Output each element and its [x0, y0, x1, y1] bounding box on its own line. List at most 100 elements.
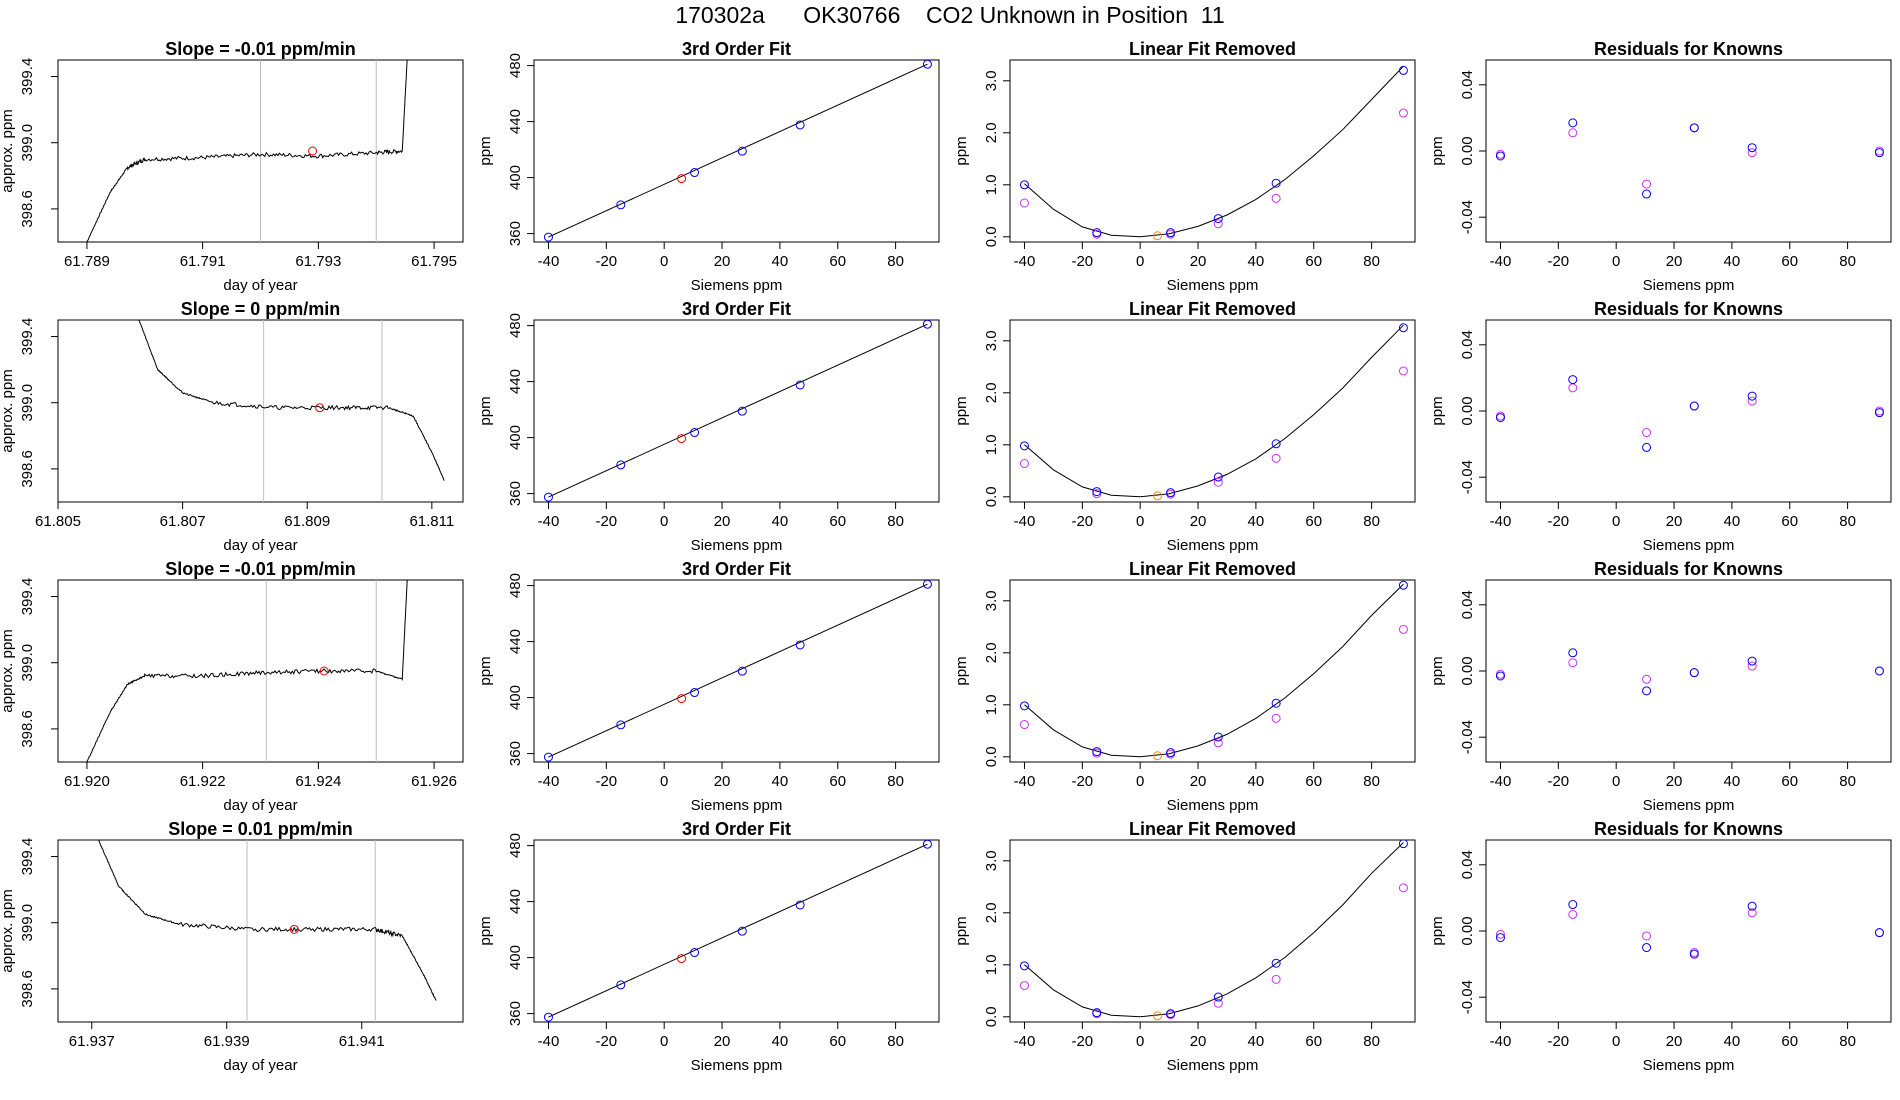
x-tick-label: 40	[772, 773, 789, 790]
x-tick-label: 0	[1136, 773, 1144, 790]
plot-frame	[533, 839, 940, 1023]
y-axis-label: ppm	[1429, 396, 1446, 425]
x-tick-label: 20	[714, 773, 731, 790]
x-tick-label: 20	[1666, 1033, 1683, 1050]
x-tick-label: -40	[1490, 253, 1512, 270]
plot-data	[86, 580, 408, 762]
y-axis-label: ppm	[477, 396, 494, 425]
panel-title: Linear Fit Removed	[1129, 299, 1296, 319]
x-tick-label: 61.937	[69, 1033, 115, 1050]
panel-title: Linear Fit Removed	[1129, 39, 1296, 59]
tank-point	[1153, 491, 1163, 501]
x-tick-label: 80	[887, 253, 904, 270]
x-tick-label: 61.805	[35, 513, 81, 530]
alt-point	[1213, 998, 1223, 1008]
known-point	[543, 752, 553, 762]
y-axis-label: approx. ppm	[0, 109, 16, 192]
y-tick-label: 0.0	[983, 1006, 1000, 1027]
x-tick-label: 0	[1136, 1033, 1144, 1050]
known-point	[1568, 648, 1578, 658]
y-tick-label: 400	[507, 945, 524, 970]
y-tick-label: -0.04	[1459, 980, 1476, 1014]
known-point	[1398, 65, 1408, 75]
alt-point	[1642, 674, 1652, 684]
known-point	[1398, 580, 1408, 590]
alt-point	[1747, 908, 1757, 918]
x-tick-label: 20	[714, 1033, 731, 1050]
known-point	[737, 666, 747, 676]
x-tick-label: 80	[1839, 513, 1856, 530]
known-point	[1689, 401, 1699, 411]
sample-marker	[308, 146, 318, 156]
x-tick-label: 80	[1363, 1033, 1380, 1050]
tank-point	[1153, 1011, 1163, 1021]
known-point	[690, 168, 700, 178]
alt-point	[1568, 658, 1578, 668]
x-tick-label: -40	[538, 253, 560, 270]
x-tick-label: 80	[1839, 1033, 1856, 1050]
plot-frame	[57, 839, 464, 1023]
measurement-trace	[86, 60, 408, 242]
x-tick-label: 80	[1363, 253, 1380, 270]
x-tick-label: 61.939	[204, 1033, 250, 1050]
panel-title: Slope = -0.01 ppm/min	[165, 559, 356, 579]
y-tick-label: 400	[507, 425, 524, 450]
y-tick-label: 1.0	[983, 174, 1000, 195]
alt-point	[1398, 366, 1408, 376]
y-axis-label: ppm	[477, 656, 494, 685]
plot-frame	[1009, 579, 1416, 763]
x-tick-label: 20	[1666, 513, 1683, 530]
y-tick-label: 360	[507, 221, 524, 246]
x-tick-label: 61.793	[295, 253, 341, 270]
x-axis-label: Siemens ppm	[691, 277, 783, 294]
known-point	[1398, 323, 1408, 333]
y-tick-label: 399.0	[19, 384, 36, 422]
x-tick-label: 60	[829, 513, 846, 530]
y-tick-label: -0.04	[1459, 460, 1476, 494]
x-tick-label: 40	[1724, 253, 1741, 270]
x-axis-label: Siemens ppm	[691, 797, 783, 814]
panel-3-3: Linear Fit Removed Siemens ppm ppm -40 -20 0 2…	[953, 559, 1416, 814]
known-point	[616, 200, 626, 210]
plot-frame	[533, 579, 940, 763]
known-point	[795, 900, 805, 910]
y-tick-label: 360	[507, 741, 524, 766]
fit-curve	[1024, 842, 1404, 1018]
y-tick-label: 398.6	[19, 710, 36, 748]
known-point	[1568, 375, 1578, 385]
known-point	[1019, 701, 1029, 711]
panel-1-3: Linear Fit Removed Siemens ppm ppm -40 -20 0 2…	[953, 39, 1416, 294]
known-point	[616, 460, 626, 470]
y-axis-label: ppm	[953, 396, 970, 425]
y-tick-label: 400	[507, 165, 524, 190]
y-axis-label: ppm	[477, 916, 494, 945]
known-point	[1874, 408, 1884, 418]
y-tick-label: 399.4	[19, 578, 36, 616]
known-point	[922, 580, 932, 589]
plot-data	[98, 840, 437, 1022]
x-tick-label: 0	[1136, 513, 1144, 530]
alt-point	[1642, 428, 1652, 438]
x-tick-label: 0	[660, 253, 668, 270]
plot-data	[543, 60, 932, 242]
alt-point	[1398, 108, 1408, 118]
y-tick-label: 2.0	[983, 122, 1000, 143]
y-axis-label: approx. ppm	[0, 629, 16, 712]
panel-title: 3rd Order Fit	[682, 299, 791, 319]
x-tick-label: -40	[1014, 773, 1036, 790]
plot-data	[543, 320, 932, 502]
alt-point	[1747, 148, 1757, 158]
y-tick-label: 0.04	[1459, 70, 1476, 99]
panel-1-1: Slope = -0.01 ppm/min day of year approx. …	[0, 39, 464, 294]
y-axis-label: ppm	[953, 136, 970, 165]
known-point	[1642, 189, 1652, 199]
y-tick-label: 1.0	[983, 694, 1000, 715]
alt-point	[1271, 193, 1281, 203]
known-point	[1874, 666, 1884, 676]
panel-4-1: Slope = 0.01 ppm/min day of year approx. p…	[0, 819, 464, 1074]
x-tick-label: 60	[1781, 773, 1798, 790]
x-tick-label: 60	[1305, 1033, 1322, 1050]
x-tick-label: 60	[1305, 513, 1322, 530]
panel-3-4: Residuals for Knowns Siemens ppm ppm -40 -20…	[1429, 559, 1892, 814]
